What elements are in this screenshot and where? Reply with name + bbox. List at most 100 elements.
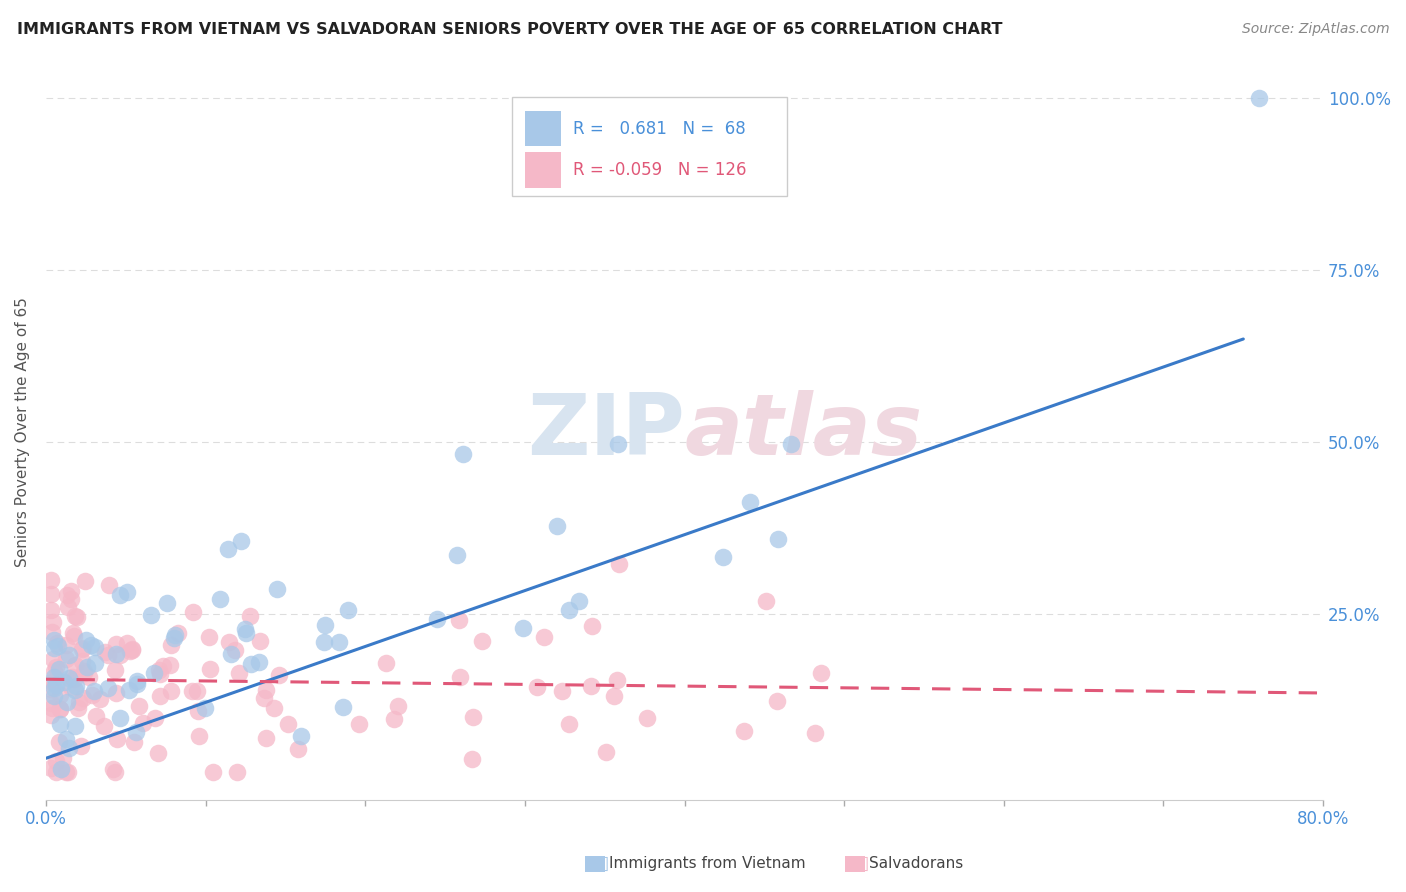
Point	[607, 558, 630, 572]
Point	[41, 701, 63, 715]
Point	[59, 680, 82, 694]
Point	[546, 518, 568, 533]
Point	[56, 600, 79, 615]
Point	[58, 648, 80, 663]
Point	[148, 663, 170, 677]
Point	[143, 711, 166, 725]
Point	[581, 619, 603, 633]
Point	[58, 740, 80, 755]
Point	[39, 602, 62, 616]
Point	[558, 603, 581, 617]
Point	[233, 622, 256, 636]
Point	[181, 684, 204, 698]
Point	[219, 647, 242, 661]
Point	[579, 679, 602, 693]
Point	[127, 673, 149, 688]
Point	[187, 705, 209, 719]
Point	[82, 688, 104, 702]
Point	[84, 640, 107, 654]
Point	[117, 636, 139, 650]
Point	[226, 765, 249, 780]
Point	[76, 660, 98, 674]
Point	[148, 746, 170, 760]
Point	[152, 659, 174, 673]
Point	[66, 610, 89, 624]
Point	[526, 680, 548, 694]
Point	[63, 629, 86, 643]
Point	[39, 696, 62, 710]
Point	[277, 716, 299, 731]
Point	[125, 725, 148, 739]
Point	[49, 717, 72, 731]
Point	[77, 670, 100, 684]
Y-axis label: Seniors Poverty Over the Age of 65: Seniors Poverty Over the Age of 65	[15, 297, 30, 566]
Point	[42, 664, 65, 678]
Point	[72, 690, 94, 705]
Point	[156, 596, 179, 610]
Point	[533, 630, 555, 644]
Point	[186, 684, 208, 698]
Point	[738, 495, 761, 509]
Point	[160, 684, 183, 698]
FancyBboxPatch shape	[524, 112, 561, 146]
Point	[267, 668, 290, 682]
Point	[188, 729, 211, 743]
Point	[59, 583, 82, 598]
Point	[83, 683, 105, 698]
Point	[198, 631, 221, 645]
Point	[58, 765, 80, 780]
Point	[45, 660, 67, 674]
Point	[55, 765, 77, 780]
Point	[94, 645, 117, 659]
Point	[235, 626, 257, 640]
Point	[75, 574, 97, 588]
Point	[568, 593, 591, 607]
Point	[755, 593, 778, 607]
Point	[55, 638, 77, 652]
Point	[63, 683, 86, 698]
Point	[70, 739, 93, 753]
Point	[766, 532, 789, 546]
Point	[149, 666, 172, 681]
Point	[66, 701, 89, 715]
Point	[46, 635, 69, 649]
Point	[108, 711, 131, 725]
Text: atlas: atlas	[685, 391, 922, 474]
Point	[228, 666, 250, 681]
Point	[45, 765, 67, 780]
Point	[49, 688, 72, 702]
Point	[810, 665, 832, 680]
Point	[218, 634, 240, 648]
Point	[55, 652, 77, 666]
Point	[46, 640, 69, 654]
Point	[163, 632, 186, 646]
Point	[75, 633, 97, 648]
Point	[239, 657, 262, 672]
Point	[45, 677, 67, 691]
Point	[63, 719, 86, 733]
Point	[80, 638, 103, 652]
Point	[202, 765, 225, 780]
Point	[314, 617, 336, 632]
Point	[804, 725, 827, 739]
Point	[73, 664, 96, 678]
Point	[766, 694, 789, 708]
Point	[263, 701, 285, 715]
Point	[49, 762, 72, 776]
Point	[449, 670, 471, 684]
Point	[347, 717, 370, 731]
Point	[139, 607, 162, 622]
Point	[89, 692, 111, 706]
Point	[56, 588, 79, 602]
Point	[115, 585, 138, 599]
Point	[42, 670, 65, 684]
Point	[39, 761, 62, 775]
Point	[384, 712, 406, 726]
Point	[605, 673, 627, 687]
Point	[104, 765, 127, 780]
Point	[60, 591, 83, 606]
Point	[249, 634, 271, 648]
Point	[165, 628, 187, 642]
Point	[209, 592, 232, 607]
Point	[122, 735, 145, 749]
